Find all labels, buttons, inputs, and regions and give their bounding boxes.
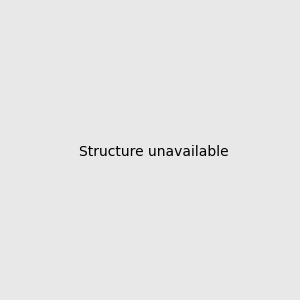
Text: Structure unavailable: Structure unavailable	[79, 145, 229, 158]
